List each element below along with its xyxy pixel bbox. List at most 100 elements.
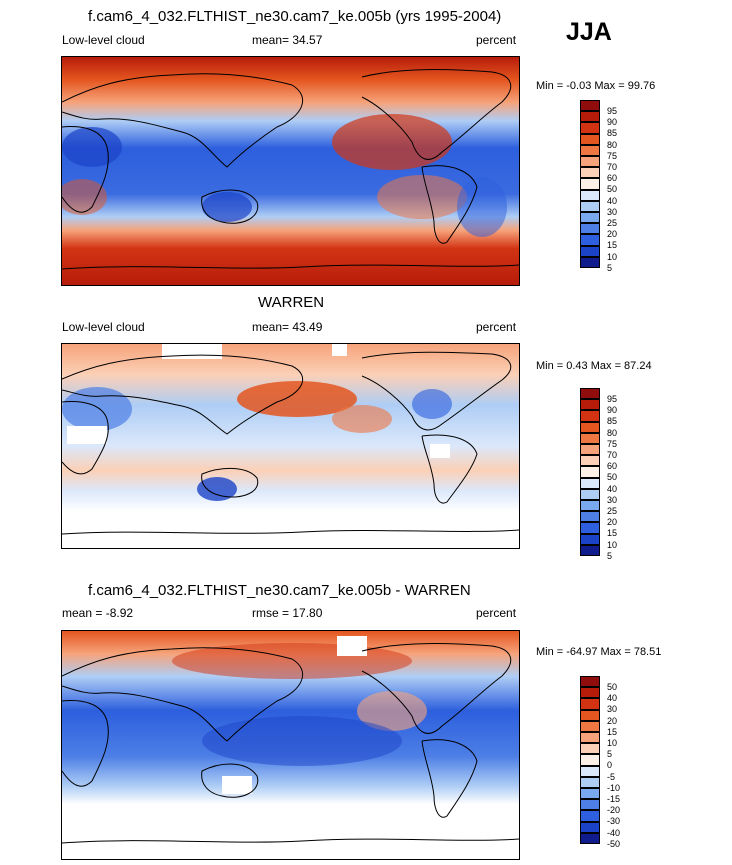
panel-1-colorbar-label: 80 — [607, 139, 618, 150]
panel-1-coast-africa — [62, 126, 109, 213]
panel-1-colorbar-label: 90 — [607, 117, 618, 128]
panel-1-colorbar-label: 70 — [607, 162, 618, 172]
panel-3-mean-label: mean = -8.92 — [62, 606, 134, 620]
panel-1-colorbar-label: 75 — [607, 150, 618, 161]
panel-2-colorbar-label: 70 — [607, 450, 618, 460]
panel-2-colorbar-label: 85 — [607, 416, 618, 427]
panel-2-coast-antarctica — [62, 529, 519, 535]
panel-2-variable-label: Low-level cloud — [62, 320, 145, 334]
panel-1-minmax: Min = -0.03 Max = 99.76 — [536, 80, 656, 92]
panel-3-coast-antarctica — [62, 838, 519, 844]
panel-2-colorbar-label: 50 — [607, 472, 618, 483]
panel-3-colorbar-label: 5 — [607, 749, 613, 760]
panel-3-map — [61, 630, 520, 860]
panel-3-colorbar-box — [580, 832, 600, 844]
panel-3-colorbar-box — [580, 821, 600, 833]
panel-3-colorbar-box — [580, 754, 600, 766]
panel-1-colorbar-label: 50 — [607, 184, 618, 195]
panel-2-colorbar-box — [580, 432, 600, 444]
panel-3-coast-south-america — [421, 739, 478, 818]
panel-1-colorbar-box — [580, 245, 600, 257]
panel-2-colorbar-box — [580, 533, 600, 545]
panel-3-no-data-region — [337, 636, 367, 656]
panel-2-colorbar-label: 10 — [607, 539, 618, 550]
panel-1-stratocumulus-ne-pacific — [332, 114, 452, 170]
panel-2-colorbar-box — [580, 421, 600, 433]
panel-2-colorbar-box — [580, 455, 600, 467]
panel-2-colorbar-box — [580, 488, 600, 500]
panel-1-colorbar-box — [580, 234, 600, 246]
panel-1-dry-land-australia — [202, 192, 252, 222]
panel-1-colorbar-box — [580, 223, 600, 235]
panel-1-dry-land-africa — [62, 127, 122, 167]
panel-3-positive-bias-ne-pacific — [357, 691, 427, 731]
panel-2-minmax: Min = 0.43 Max = 87.24 — [536, 360, 652, 372]
panel-2-dry-land-australia — [197, 477, 237, 501]
panel-1-colorbar-label: 60 — [607, 173, 618, 184]
panel-3-negative-bias-tropics — [202, 716, 402, 766]
panel-2-colorbar-box — [580, 511, 600, 523]
panel-2-colorbar-box — [580, 500, 600, 512]
panel-1-colorbar-label: 15 — [607, 240, 618, 251]
panel-2-coast-africa — [62, 401, 109, 475]
panel-3-minmax: Min = -64.97 Max = 78.51 — [536, 646, 662, 658]
panel-2-no-data-region — [430, 444, 450, 458]
panel-1-stratocumulus-atlantic — [62, 179, 107, 215]
panel-3-colorbar-box — [580, 810, 600, 822]
panel-2-colorbar-label: 25 — [607, 506, 618, 516]
panel-3-colorbar-box — [580, 687, 600, 699]
panel-2-colorbar-box — [580, 544, 600, 556]
panel-2-colorbar-box — [580, 399, 600, 411]
panel-2-no-data-region — [332, 344, 347, 356]
panel-3-colorbar: 50 40 30 20 15 10 5 0 -5 -10 -15 -20 -30… — [580, 676, 640, 849]
panel-2-colorbar-label: 40 — [607, 483, 618, 494]
panel-3-colorbar-label: 50 — [607, 682, 618, 692]
panel-1-units-label: percent — [476, 33, 517, 47]
panel-2-units-label: percent — [476, 320, 517, 334]
panel-1-colorbar-box — [580, 178, 600, 190]
panel-1-variable-label: Low-level cloud — [62, 33, 145, 47]
panel-2-no-data-region — [67, 426, 107, 444]
panel-1-colorbar: 95 90 85 80 75 70 60 50 40 30 25 20 15 1… — [580, 100, 640, 273]
panel-3-colorbar-box — [580, 698, 600, 710]
panel-2-colorbar-label: 90 — [607, 405, 618, 416]
panel-1-field — [62, 57, 519, 285]
panel-2-coast-north-america — [361, 351, 512, 431]
panel-1-colorbar-label: 20 — [607, 229, 618, 240]
panel-3-colorbar-label: 20 — [607, 715, 618, 726]
panel-1-colorbar-box — [580, 189, 600, 201]
panel-3-coast-africa — [62, 700, 109, 787]
panel-1-colorbar-label: 85 — [607, 128, 618, 139]
panel-2-stratocumulus-ne-pacific — [332, 405, 392, 433]
panel-1-colorbar-box — [580, 133, 600, 145]
panel-2-colorbar-box — [580, 466, 600, 478]
panel-3-colorbar-label: 30 — [607, 704, 618, 715]
panel-2-colorbar-label: 60 — [607, 461, 618, 472]
panel-3-colorbar-label: 15 — [607, 726, 618, 737]
panel-1-colorbar-box — [580, 122, 600, 134]
panel-1-coast-north-america — [361, 69, 512, 160]
panel-1-colorbar-label: 95 — [607, 106, 618, 116]
panel-1-colorbar-box — [580, 111, 600, 123]
season-label: JJA — [566, 18, 612, 46]
panel-3-title: f.cam6_4_032.FLTHIST_ne30.cam7_ke.005b -… — [88, 582, 471, 599]
panel-3-colorbar-box — [580, 799, 600, 811]
panel-3-colorbar-label: -30 — [607, 816, 621, 827]
panel-3-colorbar-label: 40 — [607, 693, 618, 704]
panel-3-no-data-region — [62, 806, 519, 859]
panel-2-mean-label: mean= 43.49 — [252, 320, 323, 334]
panel-1-mean-label: mean= 34.57 — [252, 33, 323, 47]
panel-3-colorbar-label: -15 — [607, 794, 621, 804]
panel-2-colorbar-label: 15 — [607, 528, 618, 539]
panel-2-colorbar-label: 80 — [607, 427, 618, 438]
panel-1-colorbar-box — [580, 167, 600, 179]
panel-1-colorbar-label: 10 — [607, 251, 618, 262]
panel-2-no-data-region — [62, 512, 519, 548]
panel-3-colorbar-label: -50 — [607, 838, 621, 849]
panel-3-units-label: percent — [476, 606, 517, 620]
panel-2-colorbar-box — [580, 410, 600, 422]
panel-1-colorbar-label: 5 — [607, 262, 613, 273]
panel-2-map — [61, 343, 520, 549]
panel-1-colorbar-box — [580, 144, 600, 156]
panel-1-colorbar-box — [580, 212, 600, 224]
